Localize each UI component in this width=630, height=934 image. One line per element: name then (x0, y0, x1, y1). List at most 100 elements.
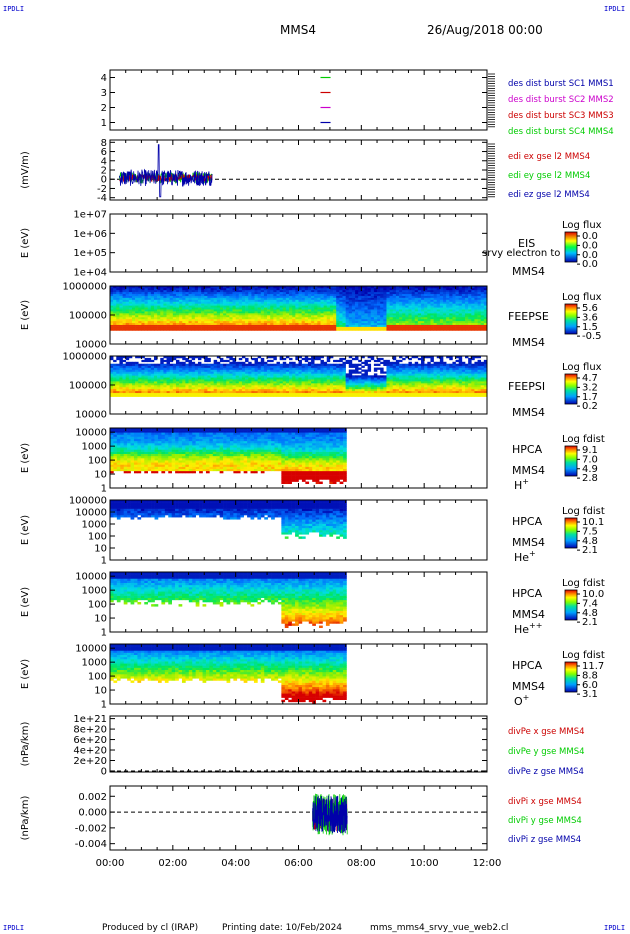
spectrogram-cell (285, 371, 290, 374)
spectrogram-cell (210, 305, 214, 308)
spectrogram-cell (329, 320, 334, 324)
spectrogram-cell (329, 328, 334, 331)
spectrogram-cell (367, 365, 372, 368)
spectrogram-cell (424, 311, 428, 314)
spectrogram-cell (238, 373, 243, 376)
spectrogram-cell (119, 309, 123, 312)
spectrogram-cell (185, 357, 189, 361)
spectrogram-cell (157, 392, 161, 395)
spectrogram-cell (386, 299, 390, 302)
spectrogram-cell (323, 379, 328, 382)
spectrogram-cell (411, 371, 416, 374)
spectrogram-cell (245, 381, 249, 384)
spectrogram-cell (169, 293, 174, 296)
spectrogram-cell (292, 322, 296, 325)
spectrogram-cell (182, 365, 186, 368)
spectrogram-cell (427, 311, 431, 314)
spectrogram-cell (348, 371, 353, 374)
spectrogram-cell (166, 318, 170, 322)
spectrogram-cell (439, 326, 444, 329)
spectrogram-cell (260, 301, 265, 304)
spectrogram-cell (276, 287, 280, 291)
spectrogram-cell (279, 390, 284, 394)
spectrogram-cell (282, 388, 287, 392)
spectrogram-cell (320, 371, 324, 374)
spectrogram-cell (292, 286, 296, 289)
spectrogram-cell (367, 375, 372, 378)
spectrogram-cell (122, 365, 127, 368)
spectrogram-cell (282, 320, 287, 324)
spectrogram-cell (348, 328, 353, 331)
spectrogram-cell (292, 367, 296, 370)
spectrogram-cell (339, 379, 343, 382)
spectrogram-cell (446, 315, 450, 318)
spectrogram-cell (367, 316, 372, 320)
spectrogram-cell (348, 365, 353, 368)
spectrogram-cell (377, 367, 381, 370)
spectrogram-cell (417, 299, 422, 302)
spectrogram-cell (141, 301, 145, 304)
spectrogram-cell (279, 375, 284, 378)
spectrogram-cell (166, 291, 170, 295)
spectrogram-cell (191, 313, 196, 316)
spectrogram-cell (131, 386, 136, 390)
spectrogram-cell (113, 390, 117, 394)
spectrogram-cell (377, 295, 381, 298)
spectrogram-cell (276, 365, 280, 368)
spectrogram-cell (238, 365, 243, 368)
spectrogram-cell (245, 295, 249, 298)
spectrogram-cell (141, 385, 145, 388)
spectrogram-cell (169, 390, 174, 394)
spectrogram-cell (433, 320, 438, 324)
spectrogram-cell (452, 293, 456, 296)
spectrogram-cell (323, 286, 328, 289)
spectrogram-cell (292, 392, 296, 395)
spectrogram-cell (345, 390, 350, 394)
spectrogram-cell (364, 394, 368, 397)
spectrogram-cell (279, 381, 284, 384)
spectrogram-cell (219, 320, 224, 324)
spectrogram-cell (138, 318, 142, 322)
spectrogram-cell (358, 388, 362, 392)
spectrogram-cell (232, 295, 236, 298)
spectrogram-cell (157, 301, 161, 304)
spectrogram-cell (270, 303, 274, 306)
spectrogram-cell (185, 301, 189, 304)
spectrogram-cell (116, 392, 120, 395)
spectrogram-cell (326, 293, 331, 296)
spectrogram-cell (273, 365, 277, 368)
spectrogram-cell (267, 301, 271, 304)
spectrogram-cell (304, 293, 309, 296)
spectrogram-cell (194, 301, 199, 304)
spectrogram-cell (336, 303, 340, 306)
spectrogram-cell (285, 286, 290, 289)
spectrogram-cell (147, 307, 152, 310)
spectrogram-cell (339, 357, 343, 361)
spectrogram-cell (395, 379, 400, 382)
spectrogram-cell (251, 385, 255, 388)
spectrogram-cell (314, 371, 318, 374)
spectrogram-cell (339, 318, 343, 322)
spectrogram-cell (361, 315, 365, 318)
spectrogram-cell (113, 293, 117, 296)
spectrogram-cell (131, 390, 136, 394)
spectrogram-cell (245, 326, 249, 329)
spectrogram-cell (175, 309, 180, 312)
spectrogram-cell (113, 315, 117, 318)
spectrogram-cell (399, 316, 403, 320)
spectrogram-cell (273, 286, 277, 289)
spectrogram-cell (150, 394, 155, 397)
spectrogram-cell (326, 375, 331, 378)
spectrogram-cell (402, 388, 406, 392)
spectrogram-cell (235, 392, 240, 395)
spectrogram-cell (182, 357, 186, 361)
spectrogram-cell (298, 315, 302, 318)
spectrogram-cell (373, 305, 378, 308)
spectrogram-cell (477, 320, 482, 324)
spectrogram-cell (201, 301, 205, 304)
spectrogram-cell (201, 381, 205, 384)
spectrogram-cell (219, 369, 224, 372)
spectrogram-cell (226, 301, 230, 304)
spectrogram-cell (175, 385, 180, 388)
spectrogram-cell (204, 293, 208, 296)
